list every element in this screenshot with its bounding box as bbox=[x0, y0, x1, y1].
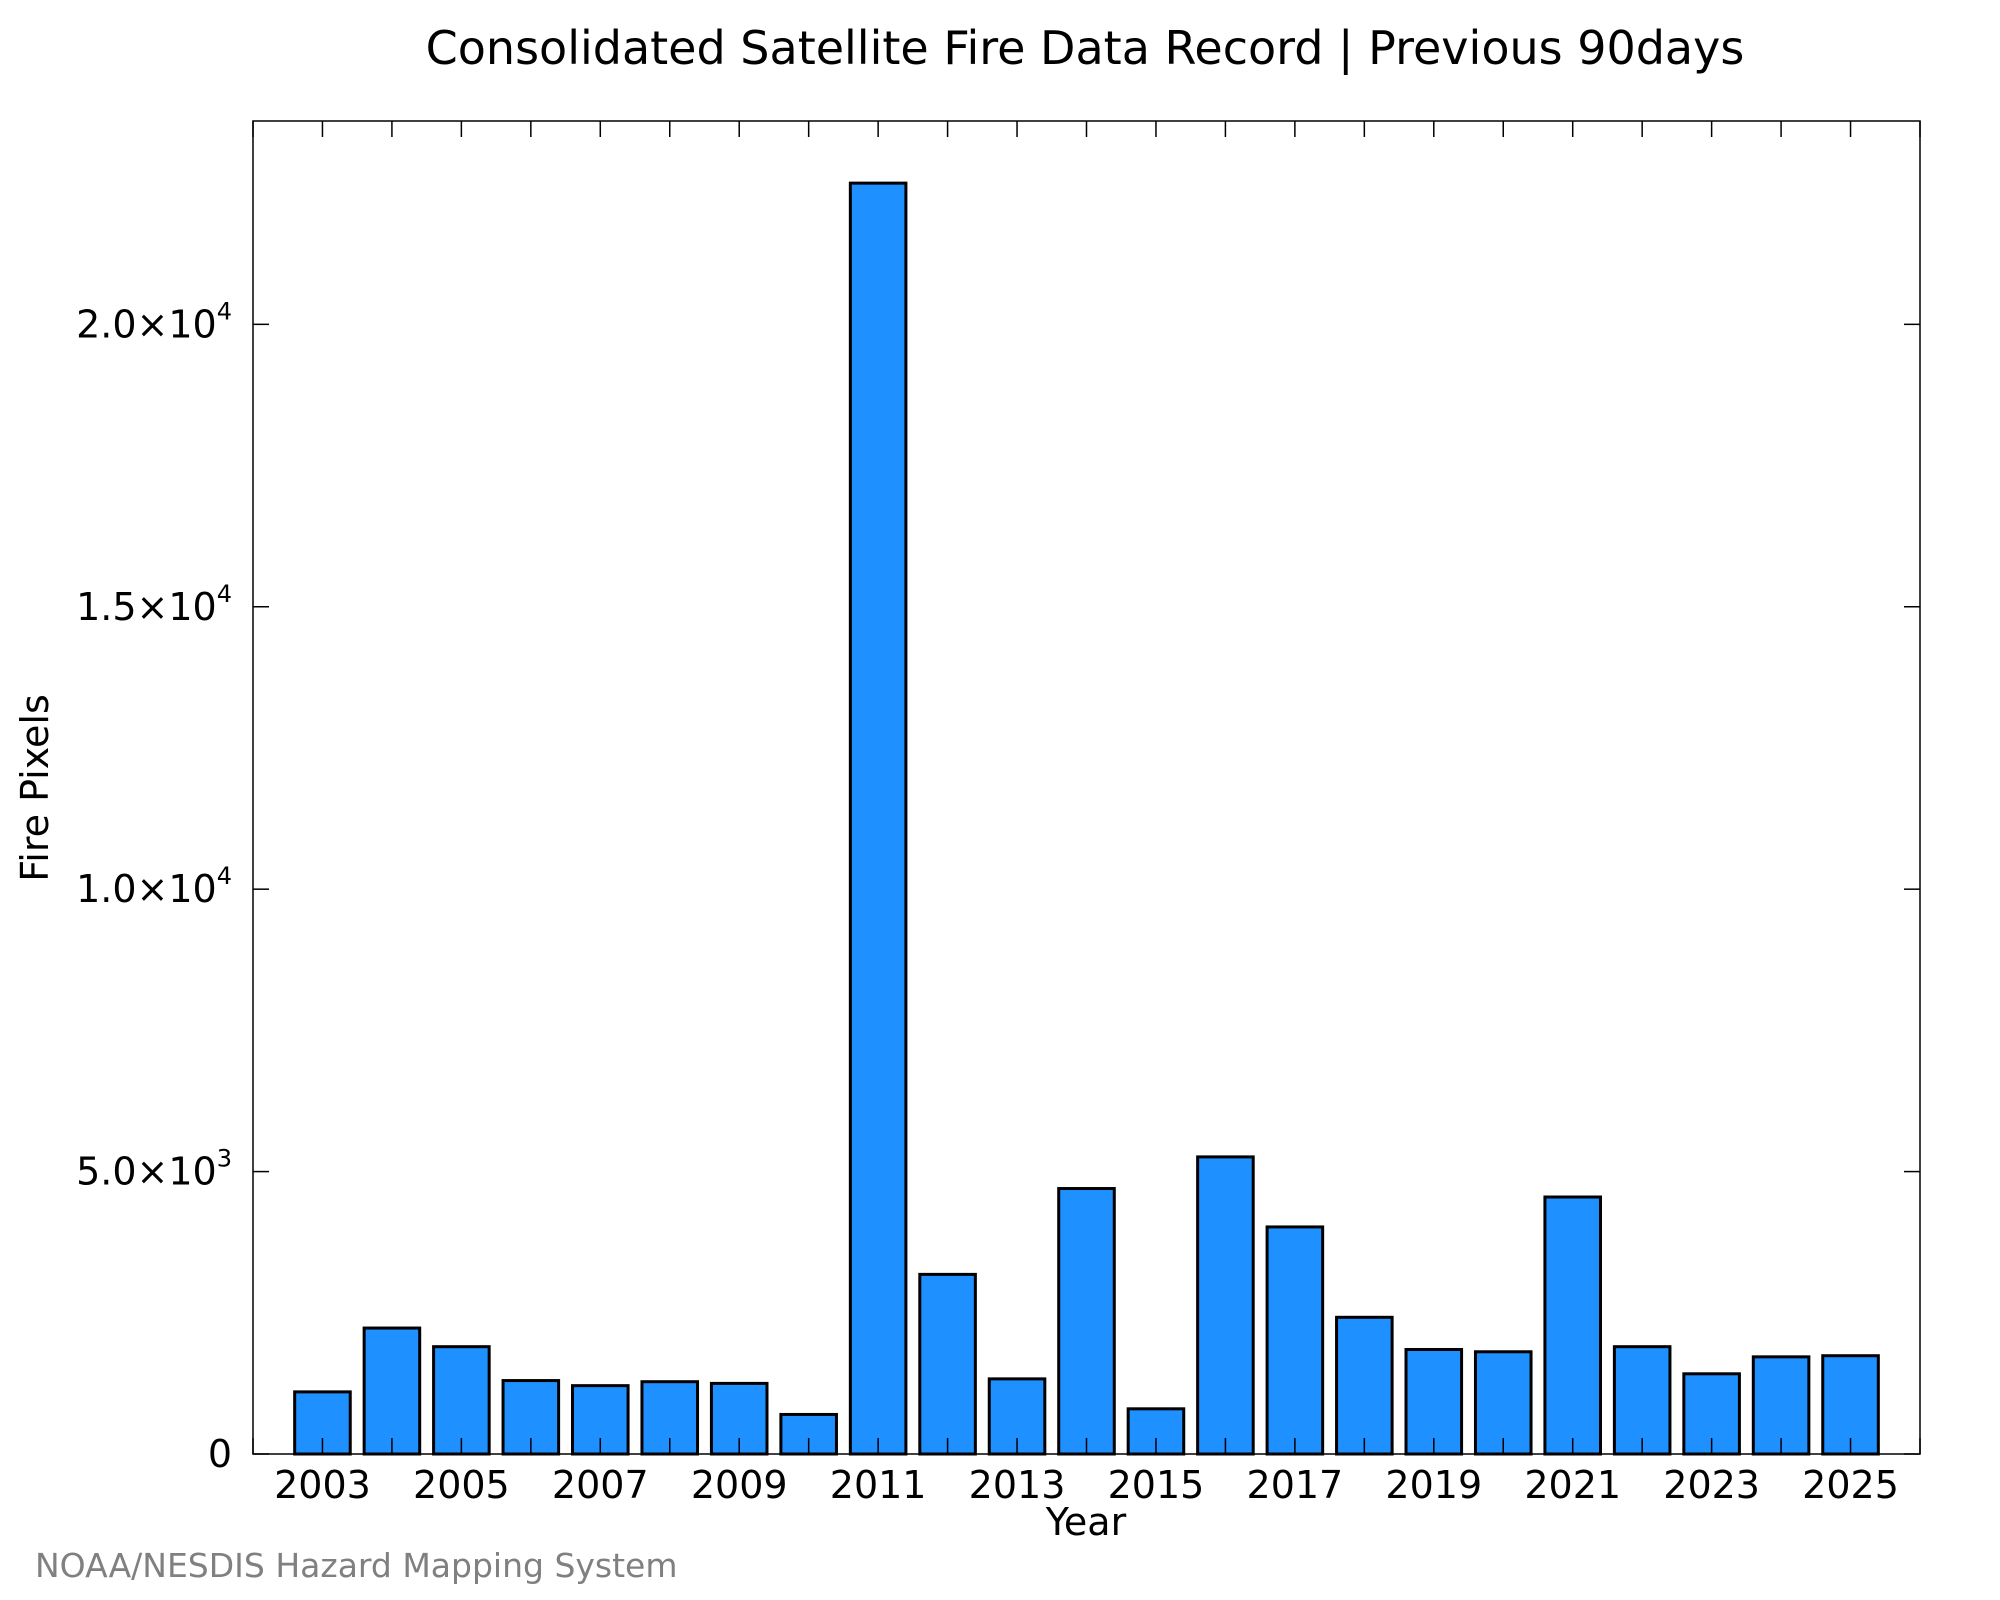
bar-2024 bbox=[1751, 1355, 1811, 1456]
bar-2004 bbox=[362, 1326, 422, 1456]
x-tick-label: 2005 bbox=[413, 1463, 510, 1507]
y-tick-label: 2.0×104 bbox=[76, 297, 232, 346]
y-tick-label: 5.0×103 bbox=[76, 1145, 232, 1194]
x-tick-labels: 2003 2005 2007 2009 2011 2013 2015 2017 2019 2021… bbox=[274, 1463, 1899, 1507]
bars-group bbox=[293, 181, 1880, 1456]
x-tick-label: 2025 bbox=[1802, 1463, 1899, 1507]
x-tick-label: 2007 bbox=[552, 1463, 649, 1507]
y-axis-label: Fire Pixels bbox=[13, 694, 57, 882]
bar-2012 bbox=[918, 1272, 977, 1456]
bar-2011 bbox=[848, 181, 908, 1456]
bar-2020 bbox=[1473, 1350, 1533, 1456]
x-tick-label: 2003 bbox=[274, 1463, 371, 1507]
credit-text: NOAA/NESDIS Hazard Mapping System bbox=[35, 1546, 678, 1585]
chart-title: Consolidated Satellite Fire Data Record … bbox=[426, 21, 1745, 76]
ticks-group bbox=[252, 121, 1921, 1455]
bar-2005 bbox=[432, 1345, 491, 1456]
x-tick-label: 2011 bbox=[830, 1463, 927, 1507]
x-tick-label: 2019 bbox=[1385, 1463, 1482, 1507]
x-tick-label: 2013 bbox=[969, 1463, 1066, 1507]
bar-2016 bbox=[1196, 1155, 1255, 1456]
bar-2014 bbox=[1057, 1187, 1116, 1456]
x-tick-label: 2015 bbox=[1108, 1463, 1205, 1507]
x-tick-label: 2009 bbox=[691, 1463, 788, 1507]
y-tick-labels: 0 5.0×103 1.0×104 1.5×104 2.0×104 bbox=[76, 297, 232, 1476]
bar-2018 bbox=[1335, 1315, 1394, 1456]
y-tick-label: 1.0×104 bbox=[76, 862, 232, 911]
bar-2021 bbox=[1543, 1195, 1602, 1456]
x-tick-label: 2023 bbox=[1663, 1463, 1760, 1507]
y-tick-label: 0 bbox=[208, 1432, 232, 1476]
bar-2022 bbox=[1612, 1345, 1672, 1456]
y-tick-label: 1.5×104 bbox=[76, 580, 232, 629]
x-axis-label: Year bbox=[1045, 1500, 1127, 1544]
bar-2017 bbox=[1265, 1225, 1325, 1456]
x-tick-label: 2017 bbox=[1247, 1463, 1344, 1507]
x-tick-label: 2021 bbox=[1524, 1463, 1621, 1507]
